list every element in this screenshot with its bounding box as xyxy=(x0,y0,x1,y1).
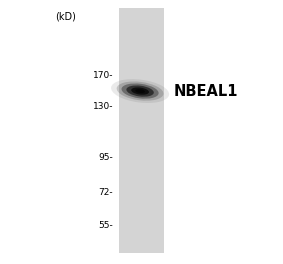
Ellipse shape xyxy=(131,87,149,95)
Text: 130-: 130- xyxy=(93,102,113,111)
Text: (kD): (kD) xyxy=(55,12,76,22)
Ellipse shape xyxy=(117,82,164,101)
Ellipse shape xyxy=(127,86,154,97)
Ellipse shape xyxy=(111,79,169,103)
Text: 72-: 72- xyxy=(98,188,113,197)
Text: 95-: 95- xyxy=(98,153,113,162)
Text: NBEAL1: NBEAL1 xyxy=(174,84,239,98)
Bar xyxy=(119,8,164,253)
Text: 170-: 170- xyxy=(93,71,113,80)
Text: 55-: 55- xyxy=(98,221,113,230)
Ellipse shape xyxy=(135,89,145,93)
Ellipse shape xyxy=(121,83,159,99)
